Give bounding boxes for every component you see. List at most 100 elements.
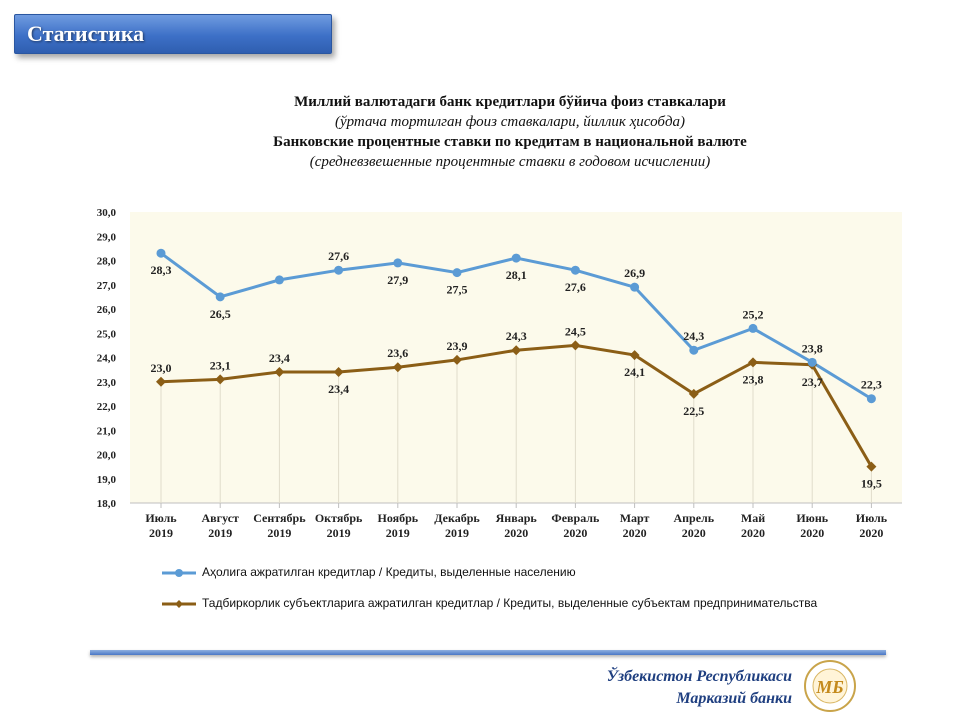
chart-title-uz: Миллий валютадаги банк кредитлари бўйича… bbox=[294, 94, 726, 110]
data-point-business bbox=[392, 362, 403, 373]
section-tab: Статистика bbox=[14, 14, 332, 54]
x-tick-label-year: 2020 bbox=[563, 526, 587, 540]
data-label-business: 23,9 bbox=[447, 339, 468, 353]
data-point-population bbox=[215, 292, 225, 302]
data-label-business: 19,5 bbox=[861, 477, 882, 491]
legend-label-population: Аҳолига ажратилган кредитлар / Кредиты, … bbox=[202, 565, 576, 579]
data-label-business: 23,1 bbox=[210, 358, 231, 372]
x-tick-label-month: Ноябрь bbox=[377, 511, 418, 525]
bank-name-line2: Марказий банки bbox=[676, 690, 792, 707]
y-tick-label: 28,0 bbox=[97, 256, 117, 268]
data-label-population: 26,9 bbox=[624, 266, 645, 280]
data-point-business bbox=[688, 388, 699, 399]
data-label-business: 23,4 bbox=[269, 351, 290, 365]
data-label-business: 23,6 bbox=[387, 346, 408, 360]
data-point-population bbox=[748, 323, 758, 333]
x-tick-label-year: 2020 bbox=[623, 526, 647, 540]
data-label-business: 23,7 bbox=[802, 375, 823, 389]
x-tick-label-month: Декабрь bbox=[434, 511, 480, 525]
x-tick-label-month: Январь bbox=[496, 511, 538, 525]
data-label-population: 26,5 bbox=[210, 307, 231, 321]
x-tick-label-year: 2019 bbox=[386, 526, 410, 540]
legend-label-business: Тадбиркорлик субъектларига ажратилган кр… bbox=[202, 596, 818, 610]
data-label-population: 23,8 bbox=[802, 341, 823, 355]
data-label-business: 24,5 bbox=[565, 324, 586, 338]
x-tick-label-month: Август bbox=[201, 511, 239, 525]
data-label-business: 24,1 bbox=[624, 365, 645, 379]
x-tick-label-month: Апрель bbox=[673, 511, 714, 525]
footer-divider bbox=[90, 650, 886, 655]
legend-item-population: Аҳолига ажратилган кредитлар / Кредиты, … bbox=[162, 565, 576, 579]
y-tick-label: 26,0 bbox=[97, 304, 117, 316]
section-tab-label: Статистика bbox=[27, 21, 145, 46]
data-point-population bbox=[807, 357, 817, 367]
bank-name: Ўзбекистон Республикаси Марказий банки bbox=[607, 666, 792, 710]
x-tick-label-month: Март bbox=[620, 511, 650, 525]
x-tick-label-month: Октябрь bbox=[315, 511, 363, 525]
y-tick-label: 23,0 bbox=[97, 377, 117, 389]
x-tick-label-year: 2020 bbox=[859, 526, 883, 540]
data-point-business bbox=[156, 376, 166, 387]
x-tick-label-year: 2020 bbox=[800, 526, 824, 540]
data-point-population bbox=[274, 275, 284, 285]
data-label-population: 27,9 bbox=[387, 273, 408, 287]
x-tick-label-year: 2019 bbox=[267, 526, 291, 540]
chart-title-ru: Банковские процентные ставки по кредитам… bbox=[273, 134, 747, 150]
chart-subtitle-uz: (ўртача тортилган фоиз ставкалари, йилли… bbox=[334, 114, 686, 130]
x-tick-label-month: Февраль bbox=[551, 511, 600, 525]
y-tick-label: 22,0 bbox=[97, 401, 117, 413]
y-tick-label: 30,0 bbox=[97, 207, 117, 219]
data-point-population bbox=[630, 282, 640, 292]
data-point-population bbox=[866, 394, 876, 404]
chart-subtitle-ru: (средневзвешенные процентные ставки в го… bbox=[309, 154, 711, 170]
data-point-business bbox=[511, 345, 522, 356]
legend-marker-business bbox=[162, 599, 196, 608]
data-point-population bbox=[334, 265, 344, 275]
data-point-population bbox=[511, 253, 521, 263]
data-label-population: 22,3 bbox=[861, 378, 882, 392]
data-label-population: 25,2 bbox=[743, 307, 764, 321]
data-label-population: 24,3 bbox=[683, 329, 704, 343]
x-tick-label-year: 2019 bbox=[208, 526, 232, 540]
y-tick-label: 21,0 bbox=[97, 425, 117, 437]
x-tick-label-year: 2020 bbox=[504, 526, 528, 540]
x-tick-label-month: Июнь bbox=[796, 511, 828, 525]
y-tick-label: 24,0 bbox=[97, 353, 117, 365]
data-point-business bbox=[452, 354, 462, 365]
legend-marker-population bbox=[162, 568, 196, 577]
chart-title-block: Миллий валютадаги банк кредитлари бўйича… bbox=[200, 92, 820, 172]
data-point-business bbox=[570, 340, 581, 351]
x-tick-label-month: Сентябрь bbox=[253, 511, 306, 525]
data-label-business: 22,5 bbox=[683, 404, 704, 418]
data-label-population: 27,5 bbox=[447, 283, 468, 297]
y-tick-label: 19,0 bbox=[97, 474, 117, 486]
bank-name-line1: Ўзбекистон Республикаси bbox=[606, 668, 792, 685]
line-chart: 18,0 19,0 20,0 21,0 22,0 23,0 24,0 25,0 26,0 27,0… bbox=[97, 207, 902, 540]
data-label-population: 28,3 bbox=[151, 263, 172, 277]
data-point-business bbox=[748, 357, 758, 368]
x-tick-label-year: 2020 bbox=[741, 526, 765, 540]
x-tick-label-month: Май bbox=[741, 511, 765, 525]
x-tick-label-month: Июль bbox=[856, 511, 888, 525]
data-point-business bbox=[629, 350, 640, 361]
data-label-business: 23,4 bbox=[328, 382, 349, 396]
y-tick-label: 18,0 bbox=[97, 498, 117, 510]
data-point-business bbox=[215, 374, 226, 385]
x-tick-label-year: 2019 bbox=[327, 526, 351, 540]
data-label-population: 28,1 bbox=[506, 268, 527, 282]
y-tick-label: 29,0 bbox=[97, 231, 117, 243]
data-point-business bbox=[333, 367, 344, 378]
data-point-population bbox=[393, 258, 403, 268]
x-tick-label-year: 2020 bbox=[682, 526, 706, 540]
data-label-business: 24,3 bbox=[506, 329, 527, 343]
x-tick-label-month: Июль bbox=[145, 511, 177, 525]
x-tick-label-year: 2019 bbox=[149, 526, 173, 540]
data-point-business bbox=[866, 461, 877, 472]
y-tick-label: 25,0 bbox=[97, 328, 117, 340]
data-point-population bbox=[452, 268, 462, 278]
data-label-business: 23,0 bbox=[151, 361, 172, 375]
y-tick-label: 27,0 bbox=[97, 280, 117, 292]
legend-item-business: Тадбиркорлик субъектларига ажратилган кр… bbox=[162, 596, 817, 610]
data-point-business bbox=[274, 367, 285, 378]
data-point-population bbox=[156, 248, 166, 258]
